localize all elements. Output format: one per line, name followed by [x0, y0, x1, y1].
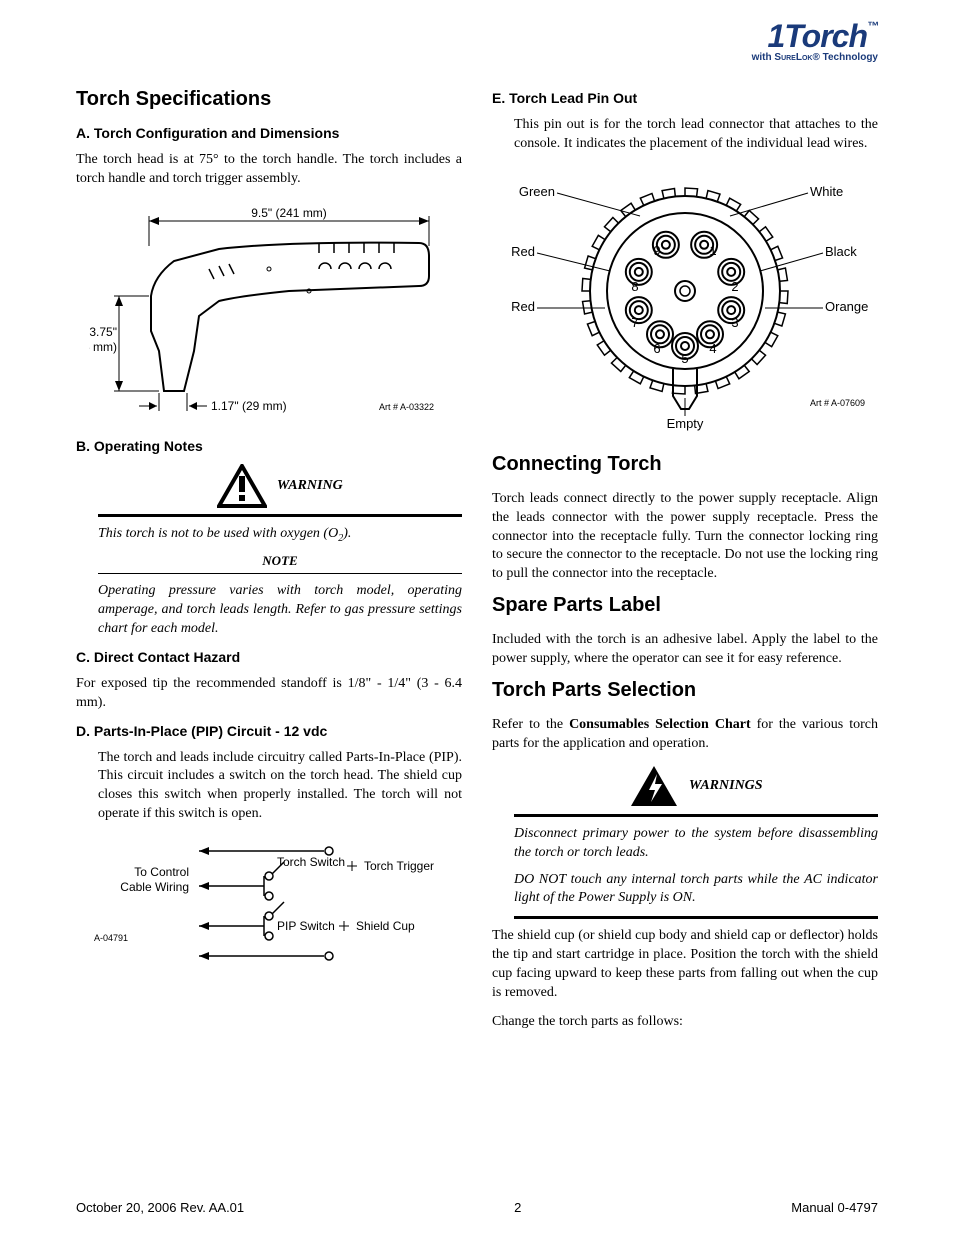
- section-e-text: This pin out is for the torch lead conne…: [514, 116, 878, 154]
- warnings-bolt-icon: [629, 764, 679, 808]
- shield-cup-text: The shield cup (or shield cup body and s…: [492, 927, 878, 1003]
- svg-text:Torch Switch: Torch Switch: [277, 855, 345, 869]
- pinout-figure: 1 2 3 4 5 6 7 8 9 Green White Red Black: [492, 166, 878, 441]
- svg-text:9.5" (241 mm): 9.5" (241 mm): [251, 206, 327, 220]
- svg-text:Empty: Empty: [667, 416, 704, 431]
- svg-text:Orange: Orange: [825, 299, 868, 314]
- section-d-heading: D. Parts-In-Place (PIP) Circuit - 12 vdc: [76, 723, 462, 739]
- section-b-heading: B. Operating Notes: [76, 438, 462, 454]
- torch-parts-sel-heading: Torch Parts Selection: [492, 679, 878, 702]
- warning-triangle-icon: [217, 464, 267, 508]
- svg-text:1.17" (29 mm): 1.17" (29 mm): [211, 399, 287, 413]
- page-footer: October 20, 2006 Rev. AA.01 2 Manual 0-4…: [76, 1200, 878, 1215]
- connecting-torch-heading: Connecting Torch: [492, 453, 878, 476]
- svg-text:White: White: [810, 184, 843, 199]
- svg-text:Red: Red: [511, 299, 535, 314]
- note-label: NOTE: [98, 553, 462, 569]
- svg-text:A-04791: A-04791: [94, 933, 128, 943]
- pip-circuit-figure: Torch Switch Torch Trigger PIP Switch Sh…: [76, 836, 462, 971]
- svg-text:Black: Black: [825, 244, 857, 259]
- right-column: E. Torch Lead Pin Out This pin out is fo…: [492, 80, 878, 1042]
- torch-parts-sel-text: Refer to the Consumables Selection Chart…: [492, 716, 878, 754]
- svg-text:To Control: To Control: [134, 865, 189, 879]
- warning-label: WARNING: [277, 478, 343, 494]
- svg-text:PIP Switch: PIP Switch: [277, 919, 335, 933]
- left-column: Torch Specifications A. Torch Configurat…: [76, 80, 462, 1042]
- spare-parts-text: Included with the torch is an adhesive l…: [492, 631, 878, 669]
- warnings-label: WARNINGS: [689, 778, 763, 794]
- brand-logo: 1Torch™ with SureLok® Technology: [752, 20, 878, 63]
- footer-date: October 20, 2006 Rev. AA.01: [76, 1200, 244, 1215]
- svg-text:Green: Green: [519, 184, 555, 199]
- section-a-heading: A. Torch Configuration and Dimensions: [76, 125, 462, 141]
- svg-text:Red: Red: [511, 244, 535, 259]
- section-e-heading: E. Torch Lead Pin Out: [492, 90, 878, 106]
- spare-parts-heading: Spare Parts Label: [492, 594, 878, 617]
- connecting-torch-text: Torch leads connect directly to the powe…: [492, 490, 878, 584]
- section-a-text: The torch head is at 75° to the torch ha…: [76, 151, 462, 189]
- svg-text:(95 mm): (95 mm): [89, 340, 117, 354]
- svg-text:Shield Cup: Shield Cup: [356, 919, 415, 933]
- svg-text:Cable Wiring: Cable Wiring: [120, 880, 189, 894]
- change-parts-text: Change the torch parts as follows:: [492, 1013, 878, 1032]
- footer-manual: Manual 0-4797: [791, 1200, 878, 1215]
- note-text: Operating pressure varies with torch mod…: [98, 582, 462, 639]
- svg-text:Art # A-07609: Art # A-07609: [810, 398, 865, 408]
- section-c-text: For exposed tip the recommended standoff…: [76, 675, 462, 713]
- torch-specs-heading: Torch Specifications: [76, 88, 462, 111]
- section-c-heading: C. Direct Contact Hazard: [76, 649, 462, 665]
- section-d-text: The torch and leads include circuitry ca…: [98, 749, 462, 825]
- svg-text:Art # A-03322: Art # A-03322: [379, 402, 434, 412]
- svg-text:3.75": 3.75": [89, 325, 117, 339]
- warning-ac-text: DO NOT touch any internal torch parts wh…: [514, 871, 878, 909]
- footer-page: 2: [514, 1200, 521, 1215]
- warning-oxygen-text: This torch is not to be used with oxygen…: [98, 525, 462, 545]
- warning-disconnect-text: Disconnect primary power to the system b…: [514, 825, 878, 863]
- torch-dimensions-figure: 9.5" (241 mm): [76, 201, 462, 426]
- warning-block: WARNING This torch is not to be used wit…: [98, 464, 462, 639]
- svg-text:Torch Trigger: Torch Trigger: [364, 859, 434, 873]
- warnings-block: WARNINGS Disconnect primary power to the…: [514, 764, 878, 920]
